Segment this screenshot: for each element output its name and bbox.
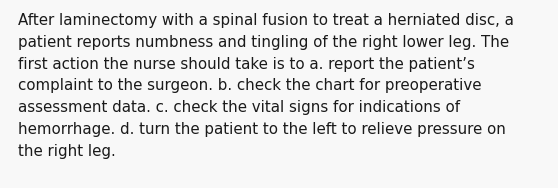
Text: first action the nurse should take is to a. report the patient’s: first action the nurse should take is to… (18, 57, 475, 72)
Text: assessment data. c. check the vital signs for indications of: assessment data. c. check the vital sign… (18, 100, 460, 115)
Text: hemorrhage. d. turn the patient to the left to relieve pressure on: hemorrhage. d. turn the patient to the l… (18, 122, 506, 137)
Text: After laminectomy with a spinal fusion to treat a herniated disc, a: After laminectomy with a spinal fusion t… (18, 13, 514, 28)
Text: patient reports numbness and tingling of the right lower leg. The: patient reports numbness and tingling of… (18, 35, 509, 50)
Text: the right leg.: the right leg. (18, 144, 116, 159)
Text: complaint to the surgeon. b. check the chart for preoperative: complaint to the surgeon. b. check the c… (18, 78, 482, 93)
